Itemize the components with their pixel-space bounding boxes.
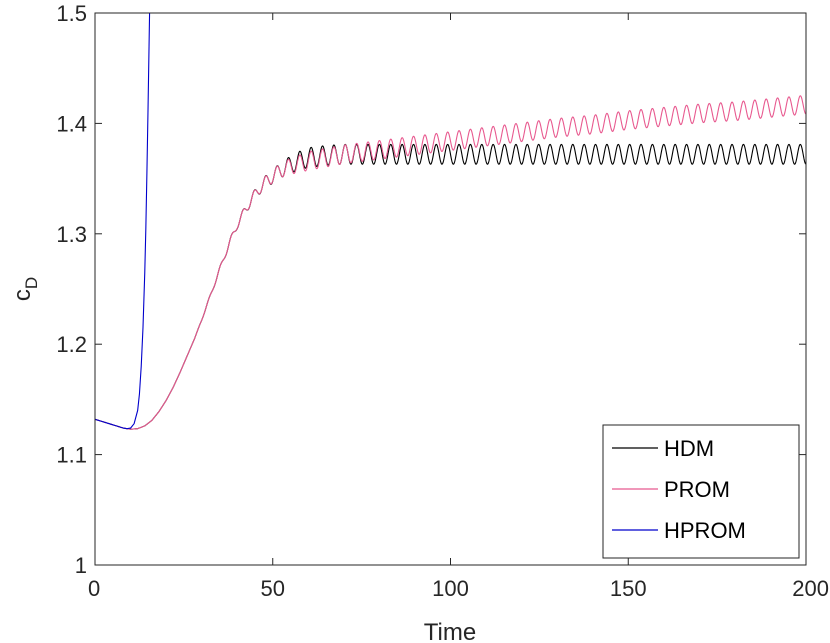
legend-label-prom: PROM xyxy=(664,477,730,502)
legend: HDM PROM HPROM xyxy=(602,424,800,559)
series-line-prom xyxy=(95,95,806,430)
y-tick-label: 1.3 xyxy=(56,222,87,247)
x-tick-label: 100 xyxy=(432,576,469,601)
y-axis-label-subscript: D xyxy=(22,277,41,289)
y-tick-label: 1.1 xyxy=(56,443,87,468)
series-line-hdm xyxy=(95,143,806,430)
y-tick-label: 1 xyxy=(75,553,87,578)
series-line-hprom xyxy=(95,13,151,430)
y-axis-label: cD xyxy=(9,277,41,301)
legend-box xyxy=(602,424,800,559)
legend-label-hprom: HPROM xyxy=(664,518,746,543)
legend-label-hdm: HDM xyxy=(664,436,714,461)
y-tick-label: 1.2 xyxy=(56,332,87,357)
series-layer xyxy=(95,13,806,430)
x-tick-label: 150 xyxy=(610,576,647,601)
y-axis-label-main: c xyxy=(9,289,36,301)
x-tick-label: 200 xyxy=(792,576,829,601)
y-tick-label: 1.5 xyxy=(56,1,87,26)
x-tick-label: 50 xyxy=(261,576,285,601)
x-tick-label: 0 xyxy=(88,576,100,601)
ticks-layer: 0 50 100 150 200 1 1.1 1.2 1.3 1.4 1.5 xyxy=(56,1,829,601)
x-axis-label: Time xyxy=(424,619,476,643)
y-tick-label: 1.4 xyxy=(56,111,87,136)
